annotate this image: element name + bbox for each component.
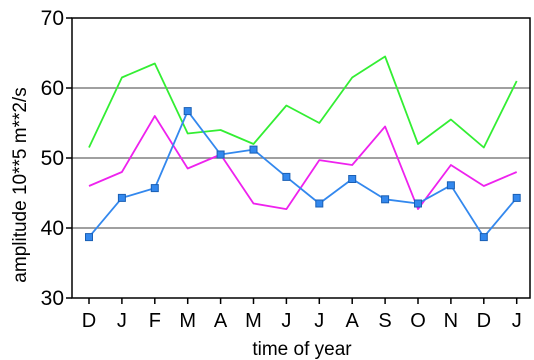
- x-axis-title: time of year: [252, 339, 352, 360]
- y-tick-label: 40: [41, 217, 64, 240]
- x-tick-label: J: [314, 310, 324, 332]
- series-3-point: [446, 181, 455, 190]
- x-tick-label: J: [512, 310, 522, 332]
- series-2-line: [88, 115, 518, 211]
- y-tick-label: 60: [41, 77, 64, 100]
- x-tick-label: A: [346, 310, 360, 332]
- y-tick-label: 30: [41, 287, 64, 310]
- series-1-line: [88, 55, 518, 149]
- series-3-point: [249, 145, 258, 154]
- x-tick-label: O: [410, 310, 426, 332]
- x-tick-label: F: [149, 310, 161, 332]
- x-tick-label: M: [245, 310, 262, 332]
- grid-lines: [72, 87, 530, 229]
- x-tick-label: D: [82, 310, 96, 332]
- x-tick-label: J: [281, 310, 291, 332]
- series-3-point: [85, 233, 93, 242]
- y-tick-label: 50: [41, 147, 64, 170]
- series-3-point: [414, 199, 422, 208]
- x-tick-label: N: [444, 310, 458, 332]
- plot-frame: [71, 17, 531, 299]
- series-3-line: [88, 110, 518, 239]
- series-3-point: [381, 195, 390, 204]
- x-tick-label: D: [477, 310, 491, 332]
- series-3-point: [216, 150, 225, 159]
- x-tick-label: S: [378, 310, 391, 332]
- series-3-point: [512, 193, 521, 202]
- series-3-point: [348, 175, 357, 183]
- series-3-point: [117, 193, 126, 202]
- series-layer: [85, 55, 521, 242]
- x-tick-label: M: [179, 310, 196, 332]
- series-3-point: [282, 172, 291, 181]
- x-tick-label: A: [214, 310, 228, 332]
- series-3-point: [150, 184, 159, 193]
- series-3-point: [479, 233, 488, 242]
- series-3-point: [315, 199, 324, 208]
- series-3-point: [183, 107, 192, 116]
- y-tick-label: 70: [41, 7, 64, 30]
- x-tick-label: J: [117, 310, 127, 332]
- y-axis-title: amplitude 10**5 m**2/s: [10, 87, 31, 282]
